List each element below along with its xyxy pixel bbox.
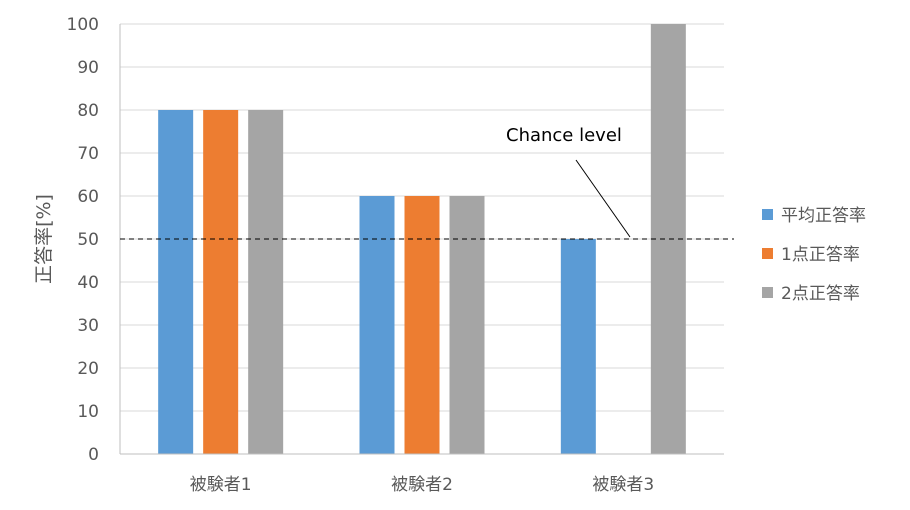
legend-label: 1点正答率 (781, 245, 860, 265)
bar-2-3 (449, 196, 485, 454)
y-tick-labels: 0 10 20 30 40 50 60 70 80 90 100 (67, 15, 99, 465)
y-tick-label: 30 (77, 316, 99, 336)
legend-label: 2点正答率 (781, 284, 860, 304)
reference-line-group: Chance level (120, 125, 734, 240)
x-tick-label: 被験者1 (190, 475, 252, 495)
y-tick-label: 50 (77, 230, 99, 250)
y-tick-label: 60 (77, 187, 99, 207)
legend-label: 平均正答率 (781, 206, 866, 226)
y-tick-label: 20 (77, 359, 99, 379)
legend-swatch (762, 209, 773, 220)
y-tick-label: 40 (77, 273, 99, 293)
x-tick-label: 被験者2 (391, 475, 453, 495)
chance-level-label: Chance level (506, 125, 622, 146)
bar-2-1 (359, 196, 395, 454)
x-tick-label: 被験者3 (592, 475, 654, 495)
y-axis-title: 正答率[%] (33, 194, 55, 284)
legend-swatch (762, 248, 773, 259)
bar-1-2 (203, 110, 239, 454)
bar-1-3 (248, 110, 284, 454)
bar-2-2 (404, 196, 440, 454)
y-tick-label: 70 (77, 144, 99, 164)
bars (158, 24, 686, 454)
y-tick-label: 80 (77, 101, 99, 121)
bar-1-1 (158, 110, 194, 454)
y-tick-label: 90 (77, 58, 99, 78)
y-tick-label: 100 (67, 15, 99, 35)
legend-swatch (762, 287, 773, 298)
chance-level-leader-line (575, 159, 631, 238)
x-tick-labels: 被験者1 被験者2 被験者3 (190, 475, 654, 495)
y-tick-label: 10 (77, 402, 99, 422)
y-tick-label: 0 (88, 445, 99, 465)
legend: 平均正答率 1点正答率 2点正答率 (762, 206, 866, 304)
bar-3-1 (560, 239, 596, 454)
